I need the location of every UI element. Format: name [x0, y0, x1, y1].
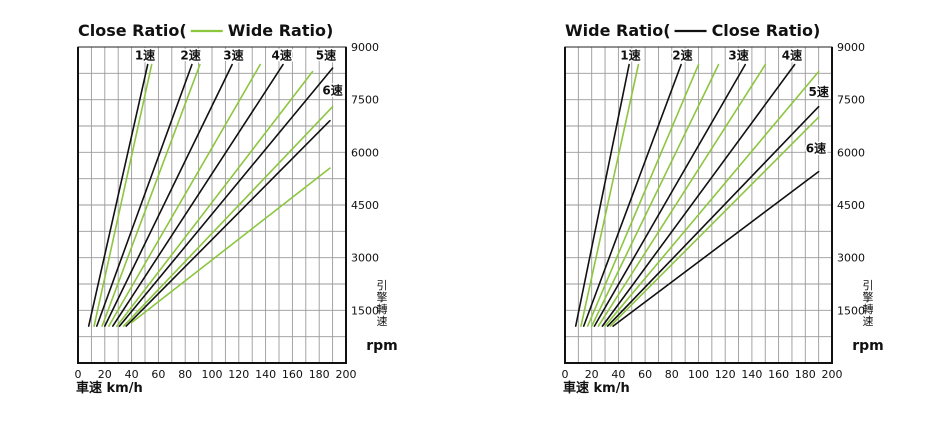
y-tick-label: 9000	[351, 41, 379, 54]
wide-ratio-line	[122, 105, 334, 327]
y-axis-label-char: 速	[377, 315, 388, 328]
chart-title-legend: Wide Ratio)	[228, 21, 334, 40]
x-tick-label: 160	[768, 368, 789, 381]
y-axis-label-char: 速	[863, 315, 874, 328]
wide-ratio-line	[93, 63, 153, 327]
x-tick-label: 0	[562, 368, 569, 381]
y-axis-label-char: 轉	[377, 303, 388, 316]
y-tick-label: 3000	[351, 252, 379, 265]
chart-title-primary: Wide Ratio(	[565, 21, 671, 40]
close-ratio-line	[125, 119, 331, 327]
y-axis-label-char: 擎	[377, 290, 388, 304]
gear-label: 3速	[223, 47, 243, 62]
close-ratio-line	[112, 63, 284, 327]
y-tick-label: 7500	[351, 94, 379, 107]
wide-ratio-line	[101, 63, 201, 327]
close-ratio-line	[118, 67, 334, 327]
x-tick-label: 0	[75, 368, 82, 381]
y-axis-label-char: 擎	[863, 290, 874, 304]
x-tick-label: 60	[638, 368, 652, 381]
chart-1: 1速 2速 3速 4速 5速 6速 0 20 40 60 80 100 120 140 160 180 200 1…	[75, 21, 398, 396]
wide-ratio-line	[590, 63, 720, 327]
gear-label: 5速	[316, 47, 336, 62]
y-axis-label-char: 引	[377, 278, 388, 292]
wide-ratio-line	[580, 63, 640, 327]
gear-label: 4速	[272, 47, 292, 62]
close-ratio-line	[601, 63, 796, 327]
wide-ratio-line	[604, 70, 820, 327]
wide-ratio-line	[609, 116, 820, 327]
y-axis-unit: rpm	[366, 338, 398, 354]
gear-label: 6速	[322, 82, 342, 97]
y-tick-label: 4500	[351, 199, 379, 212]
x-tick-label: 140	[255, 368, 276, 381]
close-ratio-line	[87, 63, 149, 327]
x-tick-label: 80	[178, 368, 192, 381]
close-ratio-line	[606, 105, 820, 327]
gear-label: 2速	[672, 47, 692, 62]
close-ratio-line	[104, 63, 233, 327]
gear-label: 1速	[135, 47, 155, 62]
gear-label: 6速	[806, 140, 826, 155]
chart-title-legend: Close Ratio)	[712, 21, 821, 40]
x-tick-label: 40	[125, 368, 139, 381]
wide-ratio-line	[597, 63, 767, 327]
x-axis-label: 車速 km/h	[76, 380, 143, 396]
y-tick-label: 1500	[351, 304, 379, 317]
x-axis-label: 車速 km/h	[563, 380, 630, 396]
wide-ratio-line	[130, 167, 331, 324]
gear-label: 3速	[728, 47, 748, 62]
x-tick-label: 100	[688, 368, 709, 381]
close-ratio-line	[574, 63, 630, 327]
gear-label: 2速	[180, 47, 200, 62]
x-tick-label: 80	[665, 368, 679, 381]
close-ratio-line	[582, 63, 682, 327]
gear-label: 5速	[808, 84, 828, 99]
x-tick-label: 200	[822, 368, 843, 381]
x-tick-label: 200	[336, 368, 357, 381]
y-tick-label: 4500	[837, 199, 865, 212]
x-tick-label: 180	[795, 368, 816, 381]
gear-label: 1速	[620, 47, 640, 62]
y-tick-label: 6000	[351, 146, 379, 159]
x-tick-label: 100	[202, 368, 223, 381]
wide-ratio-line	[116, 70, 314, 327]
wide-ratio-line	[586, 63, 700, 327]
y-tick-label: 9000	[837, 41, 865, 54]
y-axis-unit: rpm	[852, 338, 884, 354]
x-tick-label: 140	[741, 368, 762, 381]
x-tick-label: 120	[715, 368, 736, 381]
y-axis-label-char: 引	[863, 278, 874, 292]
close-ratio-line	[593, 63, 747, 327]
chart-title-primary: Close Ratio(	[78, 21, 187, 40]
y-tick-label: 7500	[837, 94, 865, 107]
x-tick-label: 60	[151, 368, 165, 381]
x-tick-label: 20	[585, 368, 599, 381]
x-tick-label: 160	[282, 368, 303, 381]
x-tick-label: 120	[228, 368, 249, 381]
chart-2: 1速 2速 3速 4速 5速 6速 0 20 40 60 80 100 120 140 160 180 200 1…	[562, 21, 884, 396]
x-tick-label: 180	[309, 368, 330, 381]
close-ratio-line	[96, 63, 193, 327]
gear-label: 4速	[782, 47, 802, 62]
close-ratio-line	[612, 170, 820, 327]
y-tick-label: 6000	[837, 146, 865, 159]
y-tick-label: 3000	[837, 252, 865, 265]
wide-ratio-line	[108, 63, 262, 327]
x-tick-label: 40	[611, 368, 625, 381]
y-tick-label: 1500	[837, 304, 865, 317]
x-tick-label: 20	[98, 368, 112, 381]
y-axis-label-char: 轉	[863, 303, 874, 316]
